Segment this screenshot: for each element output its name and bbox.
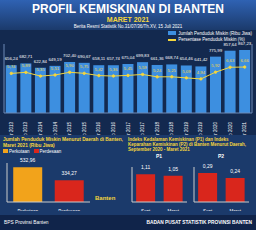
html-text:Perkotaan: Perkotaan (9, 149, 30, 154)
svg-text:532,96: 532,96 (20, 157, 36, 163)
svg-text:867,23: 867,23 (238, 41, 248, 46)
svg-text:699,83: 699,83 (136, 53, 150, 58)
svg-text:5,36: 5,36 (109, 67, 118, 72)
svg-text:1,11: 1,11 (141, 164, 151, 170)
html-text:Berita Resmi Statistik No.31/0: Berita Resmi Statistik No.31/07/36/Th.XV… (73, 24, 183, 29)
html-text:BADAN PUSAT STATISTIK PROVINSI: BADAN PUSAT STATISTIK PROVINSI BANTEN (146, 220, 252, 225)
svg-text:641,42: 641,42 (194, 57, 208, 62)
svg-text:857,64: 857,64 (223, 42, 237, 47)
svg-text:658,11: 658,11 (92, 56, 105, 61)
svg-text:5,09: 5,09 (182, 69, 191, 74)
html-text:MARET 2021: MARET 2021 (106, 16, 150, 23)
svg-text:Perkotaan: Perkotaan (17, 209, 38, 211)
svg-text:334,27: 334,27 (62, 170, 78, 176)
svg-text:657,74: 657,74 (107, 56, 121, 61)
svg-text:Mar 2018: Mar 2018 (155, 122, 160, 135)
html-text:P2: P2 (217, 152, 225, 159)
svg-text:682,71: 682,71 (19, 54, 33, 59)
html-text:PROFIL KEMISKINAN DI BANTEN: PROFIL KEMISKINAN DI BANTEN (32, 2, 224, 16)
svg-text:5,90: 5,90 (65, 63, 74, 68)
svg-text:Sep 2018: Sep 2018 (169, 122, 174, 135)
svg-text:Mar 2021: Mar 2021 (242, 122, 247, 135)
svg-text:690,67: 690,67 (78, 54, 92, 59)
svg-text:Mar 2019: Mar 2019 (184, 122, 189, 135)
html-text:Banten: Banten (95, 195, 116, 201)
svg-text:Sep 2014: Sep 2014 (53, 122, 58, 135)
svg-text:5,74: 5,74 (8, 64, 16, 69)
html-text:Perdesaan: Perdesaan (39, 149, 62, 154)
svg-text:5,24: 5,24 (153, 68, 162, 73)
svg-text:0,29: 0,29 (203, 163, 213, 169)
svg-text:5,92: 5,92 (211, 63, 220, 68)
svg-text:5,45: 5,45 (124, 66, 133, 71)
svg-text:Mar 2020: Mar 2020 (213, 122, 218, 135)
svg-text:5,89: 5,89 (22, 63, 31, 68)
html-text:Jumlah Penduduk Miskin (Ribu J: Jumlah Penduduk Miskin (Ribu Jiwa) (178, 31, 252, 36)
html-text:Indeks Kedalaman Kemiskinan (P: Indeks Kedalaman Kemiskinan (P1) dan Ind… (128, 137, 246, 153)
svg-text:Sep 2016: Sep 2016 (111, 122, 116, 135)
html-text:BPS Provinsi Banten: BPS Provinsi Banten (4, 220, 49, 225)
svg-text:6,63: 6,63 (226, 58, 235, 63)
svg-text:656,24: 656,24 (8, 56, 18, 61)
svg-text:649,19: 649,19 (48, 57, 62, 62)
svg-text:Sept2020: Sept2020 (203, 209, 214, 211)
svg-text:Sep 2017: Sep 2017 (140, 122, 145, 135)
svg-text:0,24: 0,24 (230, 168, 240, 174)
html-text:P1: P1 (155, 152, 163, 159)
svg-text:Sep 2013: Sep 2013 (23, 122, 28, 135)
svg-text:5,51: 5,51 (51, 66, 60, 71)
html-text:Jumlah Penduduk Miskin Menurut: Jumlah Penduduk Miskin Menurut Daerah di… (3, 137, 123, 148)
svg-text:5,42: 5,42 (95, 67, 104, 72)
svg-text:Sep 2020: Sep 2020 (228, 122, 233, 135)
svg-text:668,74: 668,74 (165, 55, 179, 60)
svg-text:4,94: 4,94 (197, 70, 206, 75)
svg-text:1,05: 1,05 (168, 165, 178, 171)
svg-text:6,66: 6,66 (241, 58, 248, 63)
svg-text:5,75: 5,75 (80, 64, 89, 69)
svg-text:Mar 2016: Mar 2016 (96, 122, 101, 135)
svg-text:Sep 2019: Sep 2019 (198, 122, 203, 135)
svg-text:Maret2021: Maret2021 (167, 209, 179, 211)
html-text:Persentase Penduduk Miskin (%): Persentase Penduduk Miskin (%) (178, 37, 245, 42)
svg-text:Sep 2015: Sep 2015 (82, 122, 87, 135)
svg-text:Mar 2013: Mar 2013 (9, 122, 14, 135)
svg-text:775,99: 775,99 (209, 48, 223, 53)
svg-text:702,40: 702,40 (63, 53, 77, 58)
svg-text:Sept2020: Sept2020 (141, 209, 152, 211)
svg-text:661,36: 661,36 (151, 56, 165, 61)
svg-text:675,04: 675,04 (121, 55, 135, 60)
svg-text:5,25: 5,25 (168, 68, 177, 73)
svg-text:Mar 2014: Mar 2014 (38, 122, 43, 135)
svg-text:Mar 2017: Mar 2017 (126, 122, 131, 135)
svg-text:5,59: 5,59 (138, 65, 147, 70)
svg-text:Perdesaan: Perdesaan (58, 209, 80, 211)
svg-text:622,84: 622,84 (34, 59, 48, 64)
svg-text:Mar 2015: Mar 2015 (67, 122, 72, 135)
svg-text:5,35: 5,35 (36, 67, 45, 72)
svg-text:Maret2021: Maret2021 (229, 209, 241, 211)
svg-text:654,46: 654,46 (180, 56, 194, 61)
